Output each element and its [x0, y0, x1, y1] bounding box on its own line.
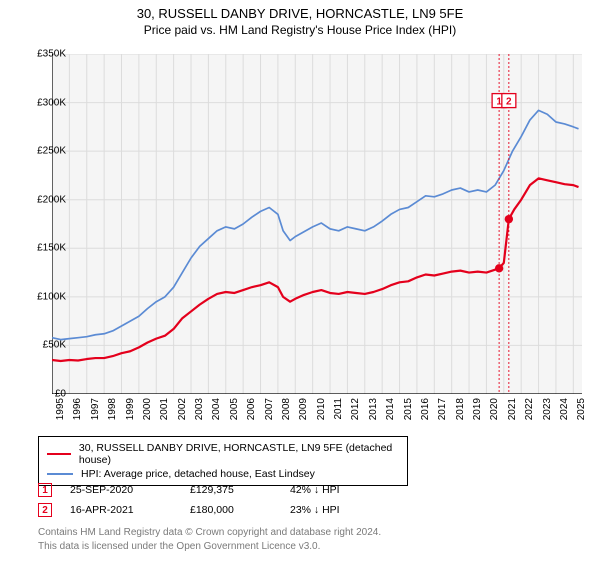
- x-tick-label: 2005: [229, 398, 240, 420]
- sales-row: 2 16-APR-2021£180,00023% ↓ HPI: [38, 500, 400, 520]
- x-tick-label: 2010: [316, 398, 327, 420]
- x-tick-label: 2020: [489, 398, 500, 420]
- sales-delta: 42% ↓ HPI: [290, 484, 400, 496]
- x-tick-label: 1997: [90, 398, 101, 420]
- y-tick-label: £50K: [43, 340, 66, 351]
- legend: 30, RUSSELL DANBY DRIVE, HORNCASTLE, LN9…: [38, 436, 408, 486]
- legend-label: HPI: Average price, detached house, East…: [81, 468, 315, 480]
- x-tick-label: 2006: [246, 398, 257, 420]
- y-tick-label: £150K: [37, 243, 66, 254]
- x-tick-label: 2000: [142, 398, 153, 420]
- legend-item: 30, RUSSELL DANBY DRIVE, HORNCASTLE, LN9…: [47, 441, 399, 467]
- sales-date: 25-SEP-2020: [70, 484, 190, 496]
- x-tick-label: 1998: [107, 398, 118, 420]
- sales-marker: 1: [38, 483, 52, 497]
- x-tick-label: 2014: [385, 398, 396, 420]
- y-tick-label: £200K: [37, 194, 66, 205]
- svg-text:2: 2: [506, 97, 512, 108]
- x-tick-label: 2017: [437, 398, 448, 420]
- legend-swatch: [47, 453, 71, 455]
- x-tick-label: 2012: [350, 398, 361, 420]
- x-tick-label: 2007: [264, 398, 275, 420]
- x-tick-label: 2023: [542, 398, 553, 420]
- x-tick-label: 2018: [455, 398, 466, 420]
- sales-delta: 23% ↓ HPI: [290, 504, 400, 516]
- y-tick-label: £100K: [37, 291, 66, 302]
- x-tick-label: 1999: [125, 398, 136, 420]
- attribution-line2: This data is licensed under the Open Gov…: [38, 540, 381, 554]
- chart-svg: 12: [52, 54, 582, 394]
- sales-price: £129,375: [190, 484, 290, 496]
- x-tick-label: 2003: [194, 398, 205, 420]
- x-tick-label: 2013: [368, 398, 379, 420]
- x-tick-label: 1995: [55, 398, 66, 420]
- x-tick-label: 2019: [472, 398, 483, 420]
- x-tick-label: 2024: [559, 398, 570, 420]
- x-tick-label: 1996: [72, 398, 83, 420]
- legend-swatch: [47, 473, 73, 475]
- attribution: Contains HM Land Registry data © Crown c…: [38, 526, 381, 553]
- sales-marker: 2: [38, 503, 52, 517]
- attribution-line1: Contains HM Land Registry data © Crown c…: [38, 526, 381, 540]
- x-tick-label: 2011: [333, 398, 344, 420]
- chart-container: { "title": "30, RUSSELL DANBY DRIVE, HOR…: [0, 6, 600, 566]
- legend-label: 30, RUSSELL DANBY DRIVE, HORNCASTLE, LN9…: [79, 442, 399, 466]
- sales-price: £180,000: [190, 504, 290, 516]
- x-tick-label: 2004: [211, 398, 222, 420]
- chart-subtitle: Price paid vs. HM Land Registry's House …: [0, 23, 600, 37]
- sales-row: 1 25-SEP-2020£129,37542% ↓ HPI: [38, 480, 400, 500]
- x-tick-label: 2001: [159, 398, 170, 420]
- x-tick-label: 2002: [177, 398, 188, 420]
- x-tick-label: 2008: [281, 398, 292, 420]
- chart-title: 30, RUSSELL DANBY DRIVE, HORNCASTLE, LN9…: [0, 6, 600, 21]
- x-tick-label: 2022: [524, 398, 535, 420]
- y-tick-label: £350K: [37, 49, 66, 60]
- y-tick-label: £300K: [37, 97, 66, 108]
- x-tick-label: 2015: [403, 398, 414, 420]
- x-tick-label: 2009: [298, 398, 309, 420]
- legend-item: HPI: Average price, detached house, East…: [47, 467, 399, 481]
- chart-plot-area: 12: [52, 54, 582, 394]
- x-tick-label: 2021: [507, 398, 518, 420]
- y-tick-label: £250K: [37, 146, 66, 157]
- x-tick-label: 2016: [420, 398, 431, 420]
- sales-table: 1 25-SEP-2020£129,37542% ↓ HPI 2 16-APR-202…: [38, 480, 400, 520]
- sales-date: 16-APR-2021: [70, 504, 190, 516]
- x-tick-label: 2025: [576, 398, 587, 420]
